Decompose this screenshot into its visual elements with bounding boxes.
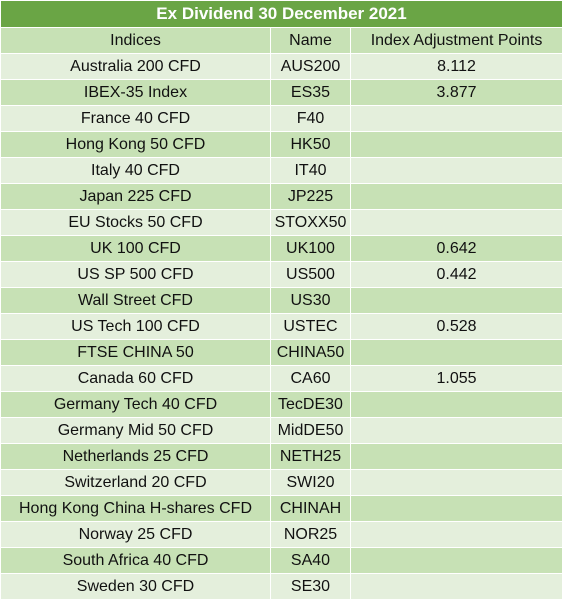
header-row: Indices Name Index Adjustment Points <box>1 28 562 54</box>
title-row: Ex Dividend 30 December 2021 <box>1 1 562 28</box>
table-title: Ex Dividend 30 December 2021 <box>1 1 562 28</box>
cell-points <box>351 288 562 314</box>
cell-name: CA60 <box>271 366 351 392</box>
cell-index: UK 100 CFD <box>1 236 271 262</box>
cell-index: South Africa 40 CFD <box>1 548 271 574</box>
cell-index: Japan 225 CFD <box>1 184 271 210</box>
cell-index: IBEX-35 Index <box>1 80 271 106</box>
cell-points: 1.055 <box>351 366 562 392</box>
cell-points <box>351 392 562 418</box>
cell-points <box>351 548 562 574</box>
cell-name: US500 <box>271 262 351 288</box>
cell-points: 0.442 <box>351 262 562 288</box>
cell-index: US SP 500 CFD <box>1 262 271 288</box>
cell-points <box>351 210 562 236</box>
cell-name: SWI20 <box>271 470 351 496</box>
cell-name: SA40 <box>271 548 351 574</box>
cell-index: Canada 60 CFD <box>1 366 271 392</box>
cell-name: NOR25 <box>271 522 351 548</box>
cell-points <box>351 418 562 444</box>
cell-points <box>351 470 562 496</box>
cell-index: Switzerland 20 CFD <box>1 470 271 496</box>
cell-points <box>351 106 562 132</box>
cell-index: FTSE CHINA 50 <box>1 340 271 366</box>
cell-name: ES35 <box>271 80 351 106</box>
cell-name: TecDE30 <box>271 392 351 418</box>
cell-points <box>351 496 562 522</box>
cell-name: MidDE50 <box>271 418 351 444</box>
cell-index: Hong Kong China H-shares CFD <box>1 496 271 522</box>
cell-index: Germany Mid 50 CFD <box>1 418 271 444</box>
cell-points <box>351 132 562 158</box>
cell-name: NETH25 <box>271 444 351 470</box>
cell-name: CHINAH <box>271 496 351 522</box>
cell-index: France 40 CFD <box>1 106 271 132</box>
cell-index: Wall Street CFD <box>1 288 271 314</box>
cell-name: JP225 <box>271 184 351 210</box>
cell-name: SE30 <box>271 574 351 600</box>
cell-name: IT40 <box>271 158 351 184</box>
cell-index: US Tech 100 CFD <box>1 314 271 340</box>
cell-name: CHINA50 <box>271 340 351 366</box>
cell-name: USTEC <box>271 314 351 340</box>
header-points: Index Adjustment Points <box>351 28 562 54</box>
cell-index: Australia 200 CFD <box>1 54 271 80</box>
header-name: Name <box>271 28 351 54</box>
cell-points <box>351 340 562 366</box>
cell-index: Germany Tech 40 CFD <box>1 392 271 418</box>
cell-name: US30 <box>271 288 351 314</box>
cell-points <box>351 444 562 470</box>
cell-points: 0.642 <box>351 236 562 262</box>
cell-index: Netherlands 25 CFD <box>1 444 271 470</box>
cell-points: 0.528 <box>351 314 562 340</box>
cell-name: AUS200 <box>271 54 351 80</box>
cell-index: Norway 25 CFD <box>1 522 271 548</box>
cell-points: 3.877 <box>351 80 562 106</box>
cell-index: Italy 40 CFD <box>1 158 271 184</box>
cell-name: F40 <box>271 106 351 132</box>
cell-name: HK50 <box>271 132 351 158</box>
cell-points <box>351 158 562 184</box>
cell-points: 8.112 <box>351 54 562 80</box>
cell-points <box>351 574 562 600</box>
header-indices: Indices <box>1 28 271 54</box>
cell-index: Hong Kong 50 CFD <box>1 132 271 158</box>
cell-points <box>351 522 562 548</box>
cell-name: UK100 <box>271 236 351 262</box>
cell-points <box>351 184 562 210</box>
cell-index: Sweden 30 CFD <box>1 574 271 600</box>
cell-name: STOXX50 <box>271 210 351 236</box>
cell-index: EU Stocks 50 CFD <box>1 210 271 236</box>
